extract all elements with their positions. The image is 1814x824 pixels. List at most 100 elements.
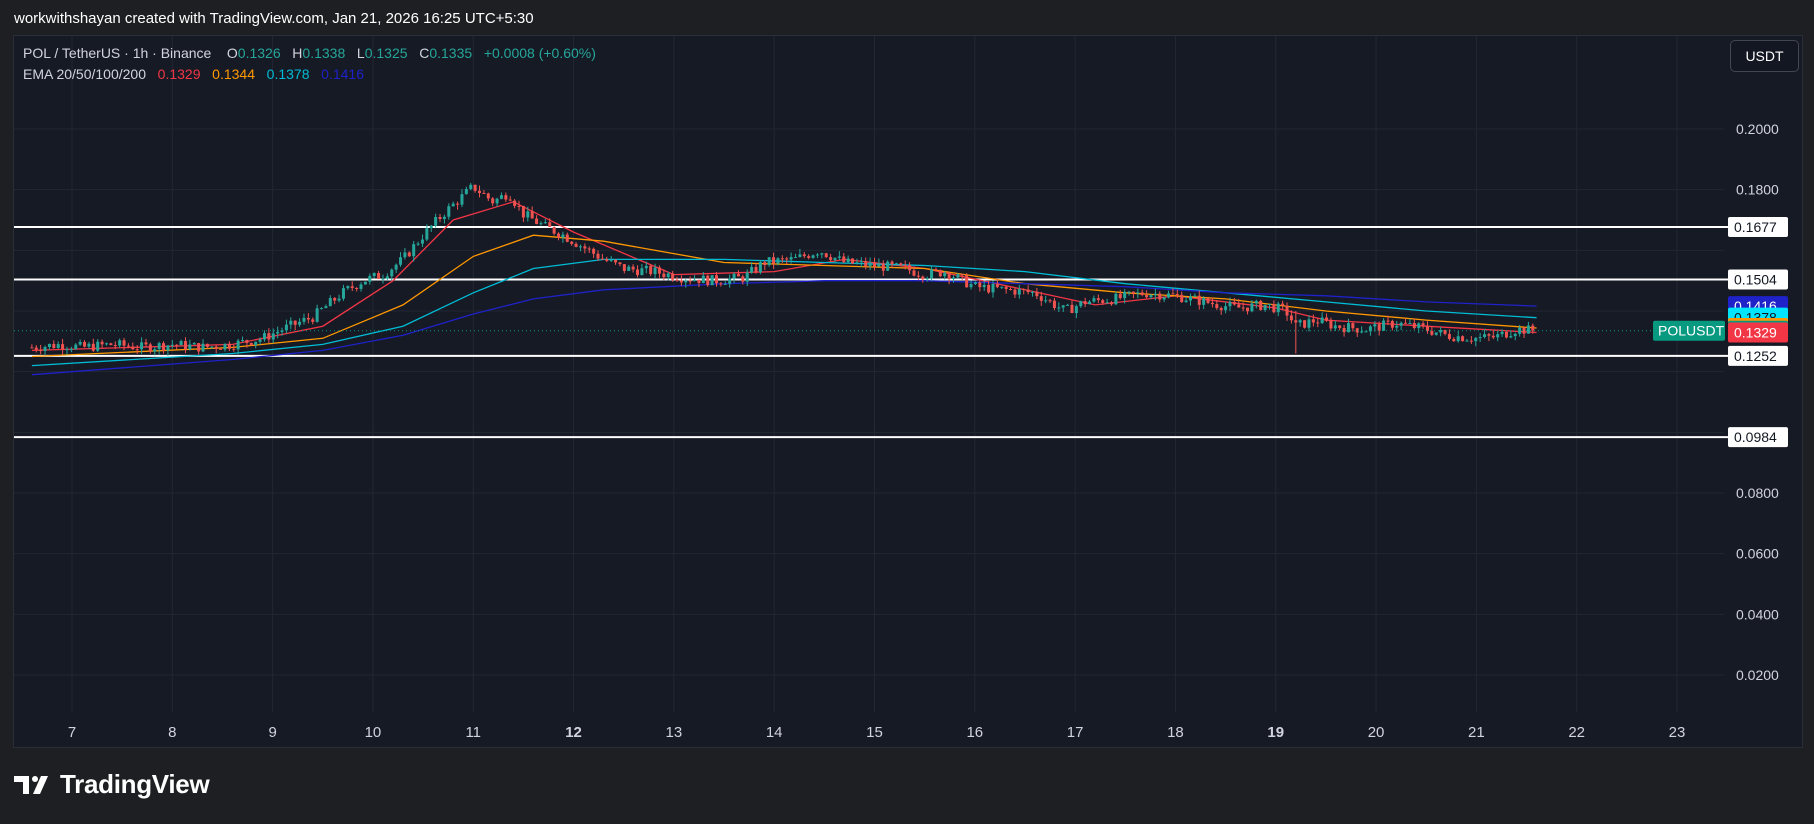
candle-body [1026,289,1030,293]
candle-body [627,266,631,271]
candle-body [605,259,609,261]
candle-body [697,279,701,284]
candle-body [368,276,372,282]
candle-body [951,277,955,280]
ema-line-ema20 [31,201,1537,352]
candle-body [403,252,407,258]
candle-body [794,256,798,258]
candle-body [1114,293,1118,305]
candle-body [829,257,833,261]
candle-body [649,265,653,275]
candle-body [614,259,618,263]
candle-body [1188,296,1192,301]
x-tick-label: 10 [365,724,382,741]
candle-body [701,275,705,284]
candle-body [767,257,771,266]
ema100-value: 0.1378 [266,66,310,82]
candle-body [464,189,468,195]
candle-body [39,349,43,351]
candle-body [328,298,332,307]
candle-body [1382,320,1386,331]
candle-body [258,339,262,342]
candle-body [1289,315,1293,321]
candle-body [175,344,179,346]
ema-legend[interactable]: EMA 20/50/100/200 0.1329 0.1344 0.1378 0… [23,66,364,82]
candle-body [960,274,964,276]
candle-body [903,264,907,266]
candle-body [802,254,806,257]
candle-body [978,282,982,288]
candle-body [1281,303,1285,306]
candle-body [1193,295,1197,297]
symbol-label[interactable]: POL / TetherUS · 1h · Binance [23,45,212,61]
candle-body [745,272,749,282]
candle-body [644,265,648,269]
candle-body [1267,303,1271,305]
candle-body [736,273,740,277]
candle-body [592,248,596,254]
candle-body [1022,289,1026,291]
candle-body [508,199,512,201]
candle-body [899,263,903,265]
candle-body [192,343,196,345]
price-label-text: 0.1504 [1734,271,1777,287]
candle-body [1092,298,1096,302]
candle-body [1421,323,1425,326]
candle-body [1377,324,1381,331]
candle-body [1342,327,1346,333]
candle-body [837,256,841,258]
candle-body [153,349,157,352]
candle-body [578,246,582,248]
candle-body [205,343,209,347]
y-tick-label: 0.2000 [1736,121,1779,137]
candle-body [372,273,376,277]
candle-body [87,343,91,347]
candle-body [921,276,925,280]
candle-body [947,272,951,280]
candle-body [1439,330,1443,333]
candle-body [530,211,534,219]
price-label-level [1728,345,1788,366]
x-tick-label: 22 [1568,724,1585,741]
candle-body [1329,320,1333,329]
x-tick-label: 15 [866,724,883,741]
candle-body [1210,302,1214,305]
candle-body [517,205,521,207]
candle-body [47,343,51,348]
candle-body [824,253,828,258]
x-tick-label: 8 [168,724,176,741]
candle-body [728,278,732,284]
candle-body [1351,323,1355,329]
candle-body [688,280,692,282]
candle-body [302,317,306,322]
candle-body [109,343,113,346]
candle-body [447,206,451,217]
low-value: 0.1325 [364,45,408,61]
candle-body [350,286,354,288]
candle-body [1228,302,1232,307]
x-tick-label: 13 [666,724,683,741]
candle-body [1487,334,1491,336]
candle-body [1513,333,1517,337]
currency-button[interactable]: USDT [1730,40,1799,72]
tradingview-logo[interactable]: TradingView [14,769,210,800]
candle-body [1518,327,1522,334]
candle-body [1259,300,1263,310]
ema50-value: 0.1344 [212,66,255,82]
candle-body [833,257,837,261]
candle-body [807,256,811,258]
candle-body [210,346,214,348]
candle-body [596,253,600,259]
candle-body [1136,292,1140,294]
candle-body [675,279,679,281]
candle-body [570,241,574,244]
candle-body [179,341,183,346]
candle-body [1004,286,1008,290]
candle-body [399,257,403,265]
candle-body [78,341,82,345]
candle-body [1035,291,1039,297]
y-tick-label: 0.0600 [1736,546,1779,562]
candle-body [284,324,288,331]
candle-body [420,239,424,244]
